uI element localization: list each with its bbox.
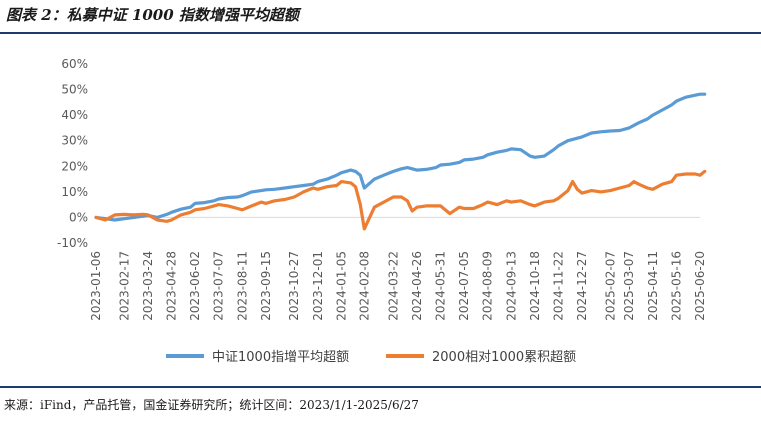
- x-tick-label: 2024-11-22: [551, 251, 565, 321]
- y-tick-label: 30%: [61, 134, 88, 148]
- x-tick-label: 2024-08-09: [481, 251, 495, 321]
- y-tick-label: 40%: [61, 108, 88, 122]
- y-tick-label: 60%: [61, 57, 88, 71]
- x-tick-label: 2023-12-01: [311, 251, 325, 321]
- x-tick-label: 2023-10-27: [287, 251, 301, 321]
- x-tick-label: 2024-01-05: [334, 251, 348, 321]
- series-layer: [94, 92, 707, 231]
- legend: 中证1000指增平均超额 2000相对1000累积超额: [166, 350, 576, 365]
- x-tick-label: 2025-05-16: [669, 251, 683, 321]
- x-tick-label: 2025-02-07: [603, 251, 617, 321]
- figure-title: 图表 2：私募中证 1000 指数增强平均超额: [6, 6, 299, 24]
- y-tick-label: 50%: [61, 83, 88, 97]
- x-tick-label: 2023-02-17: [117, 251, 131, 321]
- x-tick-label: 2025-04-11: [646, 251, 660, 321]
- x-tick-label: 2024-12-27: [575, 251, 589, 321]
- y-tick-label: 0%: [69, 210, 88, 224]
- y-tick-label: 10%: [61, 185, 88, 199]
- y-tick-label: 20%: [61, 159, 88, 173]
- source-divider: [0, 386, 761, 388]
- x-tick-label: 2023-01-06: [89, 251, 103, 321]
- x-tick-label: 2024-02-08: [357, 251, 371, 321]
- x-tick-label: 2023-03-24: [141, 251, 155, 321]
- x-tick-label: 2025-06-20: [693, 251, 707, 321]
- x-tick-label: 2023-04-28: [165, 251, 179, 321]
- series-line-2: [94, 169, 707, 231]
- source-note: 来源：iFind，产品托管，国金证券研究所；统计区间：2023/1/1-2025…: [4, 398, 419, 412]
- x-tick-label: 2024-05-31: [433, 251, 447, 321]
- x-tick-label: 2024-10-18: [528, 251, 542, 321]
- y-axis: -10% 0% 10% 20% 30% 40% 50% 60%: [57, 57, 88, 250]
- x-tick-label: 2024-09-13: [504, 251, 518, 321]
- y-tick-label: -10%: [57, 236, 88, 250]
- x-tick-label: 2025-03-07: [622, 251, 636, 321]
- x-tick-label: 2023-06-02: [188, 251, 202, 321]
- x-tick-label: 2023-08-11: [235, 251, 249, 321]
- legend-label-2: 2000相对1000累积超额: [432, 350, 576, 365]
- x-tick-label: 2024-03-22: [386, 251, 400, 321]
- x-tick-label: 2024-07-05: [457, 251, 471, 321]
- title-divider: [0, 32, 761, 34]
- x-tick-label: 2023-09-15: [259, 251, 273, 321]
- x-tick-label: 2024-04-26: [410, 251, 424, 321]
- x-tick-label: 2023-07-07: [212, 251, 226, 321]
- legend-label-1: 中证1000指增平均超额: [212, 350, 349, 365]
- series-line-1: [94, 92, 707, 222]
- x-axis: 2023-01-06 2023-02-17 2023-03-24 2023-04-28…: [89, 216, 707, 321]
- line-chart: -10%0%10%20%30%40%50%60% 2023-01-06 2023-…: [57, 57, 707, 365]
